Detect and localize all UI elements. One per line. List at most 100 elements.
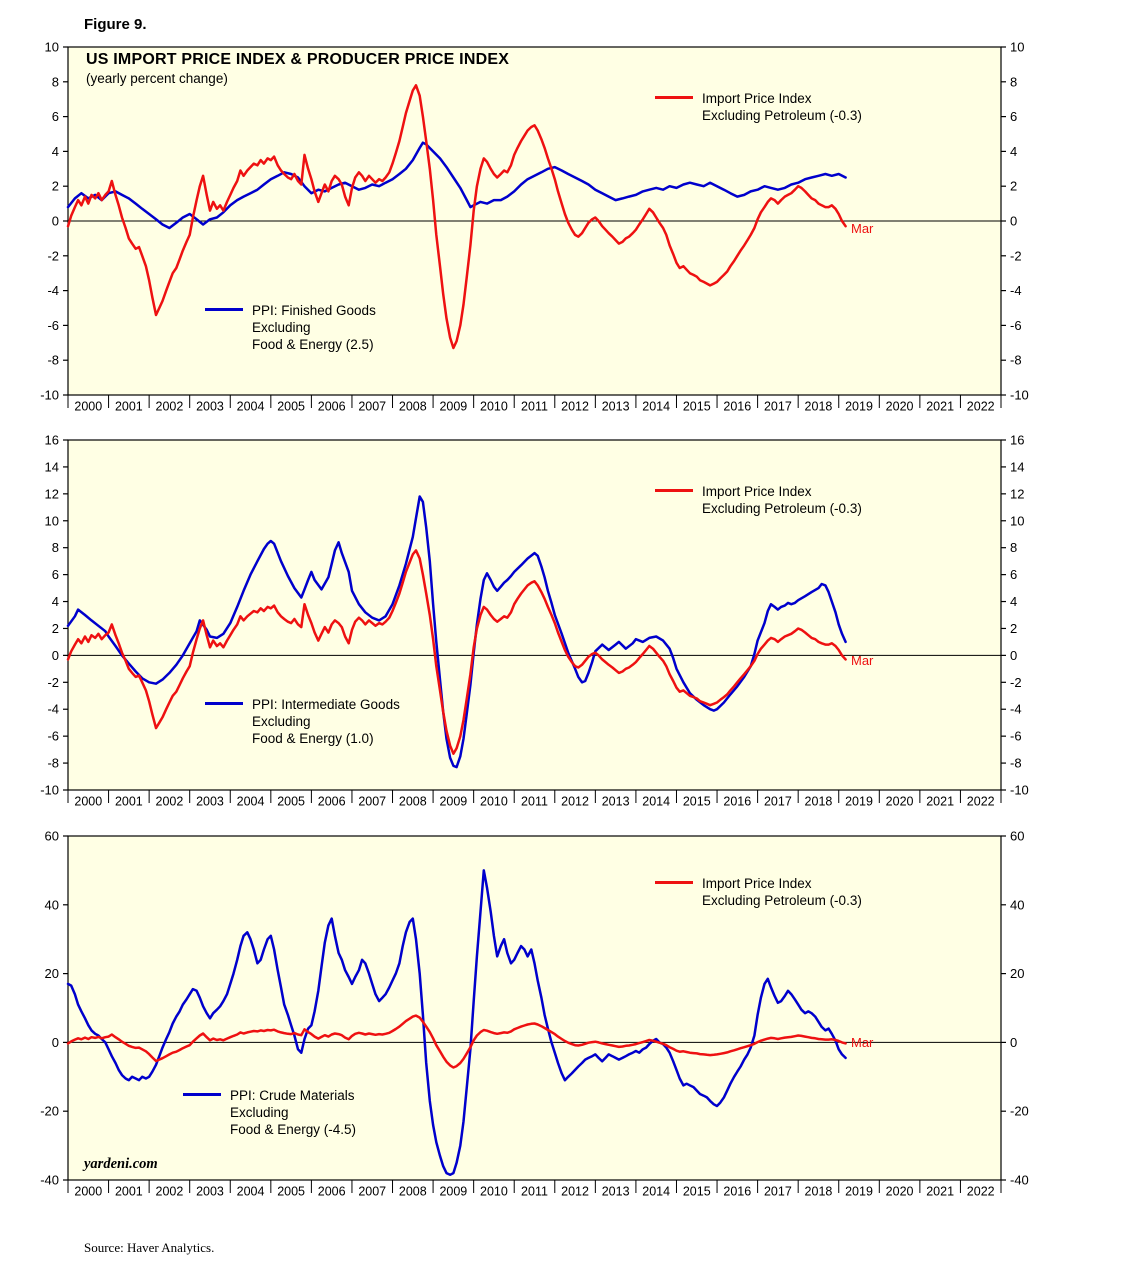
svg-text:2005: 2005 bbox=[277, 400, 305, 414]
legend-line: PPI: Crude Materials bbox=[230, 1088, 355, 1103]
svg-text:2: 2 bbox=[52, 621, 59, 636]
chart-title-block: US IMPORT PRICE INDEX & PRODUCER PRICE I… bbox=[86, 51, 509, 86]
svg-text:-10: -10 bbox=[1010, 388, 1029, 403]
svg-text:14: 14 bbox=[1010, 459, 1024, 474]
svg-text:-40: -40 bbox=[1010, 1173, 1029, 1188]
svg-text:2004: 2004 bbox=[237, 795, 265, 809]
svg-text:10: 10 bbox=[1010, 513, 1024, 528]
svg-text:2019: 2019 bbox=[845, 1185, 873, 1199]
series-line-import bbox=[66, 1014, 847, 1069]
svg-text:12: 12 bbox=[1010, 486, 1024, 501]
svg-text:2002: 2002 bbox=[156, 1185, 184, 1199]
svg-text:8: 8 bbox=[52, 540, 59, 555]
svg-text:2021: 2021 bbox=[926, 795, 954, 809]
svg-text:-4: -4 bbox=[47, 283, 59, 298]
legend-ppi-text: PPI: Finished Goods Excluding Food & Ene… bbox=[252, 302, 376, 353]
svg-text:0: 0 bbox=[1010, 214, 1017, 229]
figure-label: Figure 9. bbox=[84, 16, 147, 33]
svg-text:2019: 2019 bbox=[845, 795, 873, 809]
svg-text:2015: 2015 bbox=[683, 400, 711, 414]
legend-line: Import Price Index bbox=[702, 91, 812, 106]
svg-text:2018: 2018 bbox=[805, 795, 833, 809]
svg-text:2003: 2003 bbox=[196, 1185, 224, 1199]
yardeni-watermark: yardeni.com bbox=[84, 1156, 158, 1172]
svg-text:2001: 2001 bbox=[115, 1185, 143, 1199]
legend-import-text: Import Price Index Excluding Petroleum (… bbox=[702, 90, 862, 124]
svg-text:2008: 2008 bbox=[399, 1185, 427, 1199]
chart-subtitle: (yearly percent change) bbox=[86, 71, 228, 86]
legend-import-panel2: Import Price Index Excluding Petroleum (… bbox=[655, 483, 862, 517]
svg-text:2000: 2000 bbox=[74, 1185, 102, 1199]
svg-text:-2: -2 bbox=[47, 675, 59, 690]
legend-line: Import Price Index bbox=[702, 484, 812, 499]
legend-line: Excluding Petroleum (-0.3) bbox=[702, 501, 862, 516]
svg-text:2016: 2016 bbox=[723, 1185, 751, 1199]
svg-text:-6: -6 bbox=[47, 729, 59, 744]
svg-text:-8: -8 bbox=[47, 353, 59, 368]
svg-text:2004: 2004 bbox=[237, 1185, 265, 1199]
svg-text:4: 4 bbox=[1010, 144, 1017, 159]
svg-text:16: 16 bbox=[1010, 433, 1024, 448]
svg-text:2015: 2015 bbox=[683, 795, 711, 809]
ppi-line-swatch-icon bbox=[183, 1093, 221, 1096]
ppi-line-swatch-icon bbox=[205, 702, 243, 705]
plot-area-panel3 bbox=[67, 835, 1002, 1181]
legend-line: Food & Energy (1.0) bbox=[252, 731, 374, 746]
svg-text:2016: 2016 bbox=[723, 400, 751, 414]
svg-text:2017: 2017 bbox=[764, 795, 792, 809]
svg-text:2: 2 bbox=[1010, 621, 1017, 636]
svg-text:2010: 2010 bbox=[480, 795, 508, 809]
svg-text:2006: 2006 bbox=[318, 795, 346, 809]
svg-text:-20: -20 bbox=[1010, 1104, 1029, 1119]
legend-import-text: Import Price Index Excluding Petroleum (… bbox=[702, 483, 862, 517]
svg-text:-2: -2 bbox=[1010, 675, 1022, 690]
svg-text:2000: 2000 bbox=[74, 795, 102, 809]
svg-text:2006: 2006 bbox=[318, 1185, 346, 1199]
svg-text:-10: -10 bbox=[1010, 783, 1029, 798]
svg-text:10: 10 bbox=[45, 513, 59, 528]
svg-text:2020: 2020 bbox=[886, 795, 914, 809]
svg-text:2014: 2014 bbox=[642, 400, 670, 414]
svg-text:60: 60 bbox=[1010, 829, 1024, 844]
svg-text:2009: 2009 bbox=[439, 1185, 467, 1199]
chart-title: US IMPORT PRICE INDEX & PRODUCER PRICE I… bbox=[86, 51, 510, 68]
svg-text:2017: 2017 bbox=[764, 400, 792, 414]
svg-text:14: 14 bbox=[45, 459, 59, 474]
svg-text:2009: 2009 bbox=[439, 400, 467, 414]
legend-line: Excluding bbox=[252, 320, 311, 335]
legend-ppi-text: PPI: Intermediate Goods Excluding Food &… bbox=[252, 696, 400, 747]
svg-text:6: 6 bbox=[1010, 109, 1017, 124]
svg-text:6: 6 bbox=[52, 109, 59, 124]
latest-month-label-panel3: Mar bbox=[851, 1035, 874, 1050]
svg-text:2016: 2016 bbox=[723, 795, 751, 809]
svg-text:0: 0 bbox=[52, 1035, 59, 1050]
svg-text:-6: -6 bbox=[1010, 729, 1022, 744]
svg-text:2020: 2020 bbox=[886, 400, 914, 414]
svg-text:2001: 2001 bbox=[115, 795, 143, 809]
import-line-swatch-icon bbox=[655, 881, 693, 884]
legend-ppi-panel3: PPI: Crude Materials Excluding Food & En… bbox=[183, 1087, 356, 1138]
svg-text:2005: 2005 bbox=[277, 795, 305, 809]
svg-text:2005: 2005 bbox=[277, 1185, 305, 1199]
legend-line: Food & Energy (-4.5) bbox=[230, 1122, 357, 1137]
svg-text:2014: 2014 bbox=[642, 795, 670, 809]
svg-text:2011: 2011 bbox=[521, 1185, 548, 1199]
svg-text:2015: 2015 bbox=[683, 1185, 711, 1199]
svg-text:-6: -6 bbox=[1010, 318, 1022, 333]
svg-text:6: 6 bbox=[52, 567, 59, 582]
svg-text:40: 40 bbox=[45, 897, 59, 912]
svg-text:40: 40 bbox=[1010, 897, 1024, 912]
svg-text:0: 0 bbox=[52, 214, 59, 229]
svg-text:20: 20 bbox=[45, 966, 59, 981]
import-line-swatch-icon bbox=[655, 489, 693, 492]
series-line-ppi_finished bbox=[66, 141, 847, 230]
svg-text:2013: 2013 bbox=[602, 400, 630, 414]
legend-line: Import Price Index bbox=[702, 876, 812, 891]
legend-line: Excluding bbox=[230, 1105, 289, 1120]
legend-line: Excluding Petroleum (-0.3) bbox=[702, 108, 862, 123]
svg-text:-20: -20 bbox=[40, 1104, 59, 1119]
series-line-ppi_crude bbox=[66, 869, 847, 1177]
svg-text:0: 0 bbox=[1010, 1035, 1017, 1050]
svg-text:2021: 2021 bbox=[926, 400, 954, 414]
